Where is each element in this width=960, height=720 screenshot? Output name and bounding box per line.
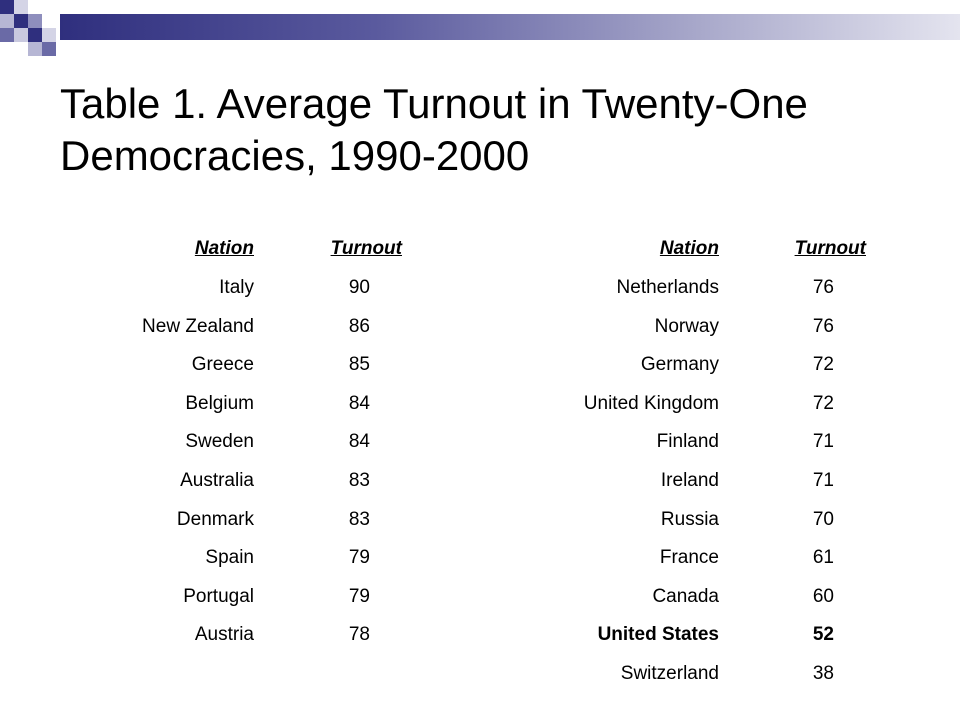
decor-square (0, 0, 14, 14)
nation-cell: Switzerland (620, 663, 719, 684)
nation-cell: Sweden (185, 431, 254, 452)
decor-square (14, 0, 28, 14)
nation-cell: Australia (180, 470, 254, 491)
nation-cell: Spain (205, 547, 254, 568)
turnout-cell: 70 (812, 509, 834, 530)
column-header-nation-right: Nation (659, 238, 719, 259)
turnout-cell: 79 (348, 586, 370, 607)
turnout-cell: 60 (812, 586, 834, 607)
nation-cell: Ireland (660, 470, 719, 491)
nation-cell: Finland (656, 431, 719, 452)
turnout-cell: 78 (348, 624, 370, 645)
nation-cell: Italy (219, 277, 254, 298)
turnout-cell: 76 (812, 277, 834, 298)
decor-square (0, 28, 14, 42)
nation-cell: Denmark (176, 509, 254, 530)
decor-square (14, 14, 28, 28)
decor-square (42, 42, 56, 56)
decor-square (28, 42, 42, 56)
turnout-cell: 85 (348, 354, 370, 375)
nation-cell: Canada (652, 586, 719, 607)
column-header-nation-left: Nation (194, 238, 254, 259)
nation-cell: Norway (654, 316, 719, 337)
turnout-cell: 72 (812, 354, 834, 375)
nation-cell: Netherlands (616, 277, 719, 298)
turnout-cell: 71 (812, 470, 834, 491)
turnout-cell: 83 (348, 470, 370, 491)
nation-cell: Belgium (185, 393, 254, 414)
nation-cell: France (659, 547, 719, 568)
column-header-turnout-right: Turnout (794, 238, 866, 259)
turnout-cell: 72 (812, 393, 834, 414)
turnout-cell: 61 (812, 547, 834, 568)
nation-cell: Portugal (183, 586, 254, 607)
turnout-cell: 86 (348, 316, 370, 337)
nation-cell: Austria (194, 624, 254, 645)
decor-square (28, 14, 42, 28)
turnout-cell: 83 (348, 509, 370, 530)
column-header-turnout-left: Turnout (330, 238, 402, 259)
decor-square (28, 28, 42, 42)
slide-title: Table 1. Average Turnout in Twenty-One D… (60, 80, 808, 179)
turnout-cell: 71 (812, 431, 834, 452)
turnout-cell: 90 (348, 277, 370, 298)
decor-square (14, 28, 28, 42)
turnout-cell: 38 (812, 663, 834, 684)
turnout-cell: 84 (348, 431, 370, 452)
nation-cell: Greece (191, 354, 254, 375)
turnout-cell: 76 (812, 316, 834, 337)
nation-cell: United Kingdom (583, 393, 719, 414)
decor-square (42, 28, 56, 42)
nation-cell: Germany (640, 354, 719, 375)
slide-decoration (0, 0, 960, 60)
nation-cell: Russia (660, 509, 719, 530)
nation-cell: United States (597, 624, 719, 645)
header-gradient-bar (60, 14, 960, 40)
nation-cell: New Zealand (142, 316, 254, 337)
turnout-cell: 79 (348, 547, 370, 568)
turnout-cell: 52 (812, 624, 834, 645)
turnout-cell: 84 (348, 393, 370, 414)
decor-square (0, 14, 14, 28)
